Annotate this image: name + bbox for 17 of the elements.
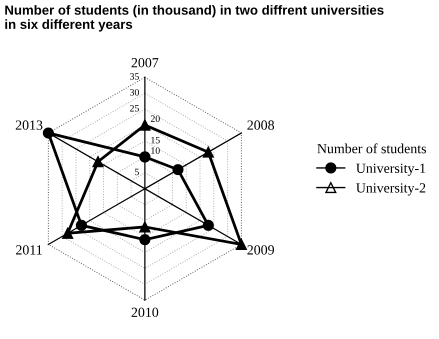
legend-label: University-2 (356, 183, 426, 196)
legend-label: University-1 (356, 164, 426, 176)
y-tick-label: 15 (151, 136, 160, 144)
spoke-label: 2011 (16, 245, 42, 255)
spoke-label: 2010 (132, 308, 158, 318)
legend-title: Number of students (317, 143, 426, 154)
y-tick-label: 20 (150, 115, 160, 122)
y-tick-label: 10 (151, 147, 160, 154)
y-tick-label: 5 (135, 168, 139, 176)
spoke-label: 2013 (16, 120, 42, 130)
y-tick-label: 30 (130, 89, 139, 96)
y-tick-label: 25 (130, 105, 139, 112)
spoke-label: 2007 (132, 58, 158, 68)
chart-title: Number of students (in thousand) in two diffrent universities in six different years (5, 5, 384, 32)
spoke-label: 2009 (247, 245, 274, 255)
spoke-label: 2008 (247, 120, 274, 130)
y-tick-label: 35 (130, 73, 139, 80)
